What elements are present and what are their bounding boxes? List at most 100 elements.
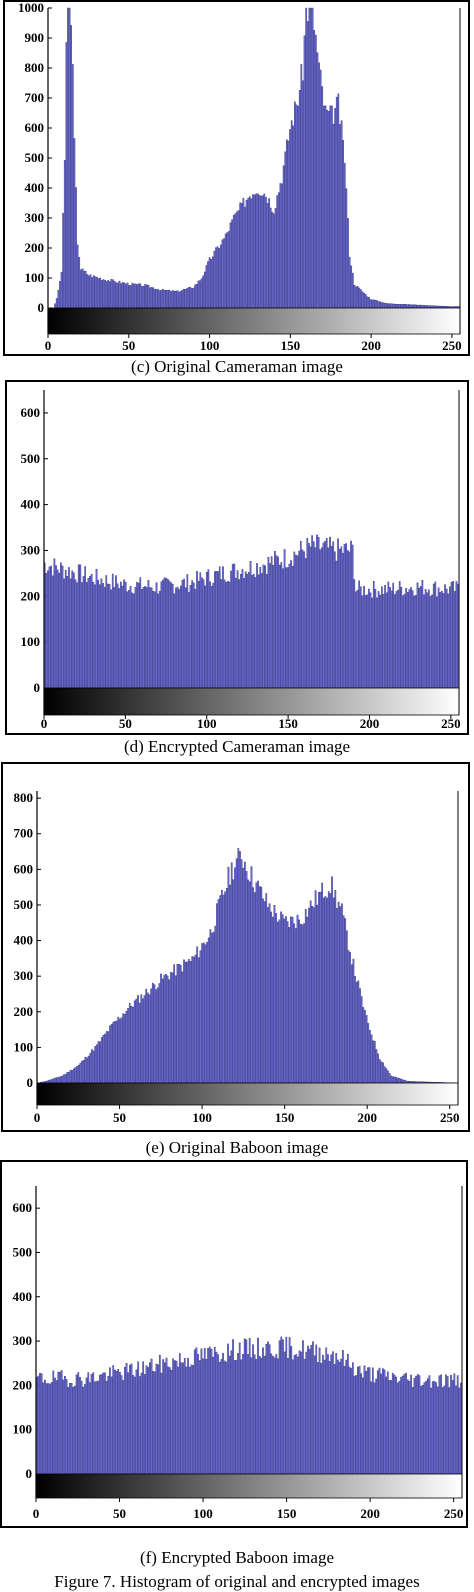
- histogram-bar: [209, 1347, 210, 1474]
- histogram-bar: [232, 1339, 233, 1474]
- histogram-bar: [154, 289, 155, 308]
- histogram-bar: [305, 558, 306, 688]
- histogram-bar: [383, 303, 384, 308]
- histogram-bar: [190, 961, 191, 1083]
- histogram-bar: [367, 595, 368, 688]
- histogram-bar: [192, 1365, 193, 1474]
- histogram-bar: [394, 304, 395, 308]
- histogram-bar: [172, 584, 173, 688]
- histogram-bar: [98, 1041, 99, 1083]
- histogram-bar: [198, 281, 199, 308]
- histogram-bar: [82, 269, 83, 308]
- histogram-bar: [114, 1370, 115, 1474]
- histogram-bar: [199, 1360, 200, 1474]
- histogram-bar: [433, 584, 434, 688]
- histogram-bar: [94, 1382, 95, 1474]
- histogram-bar: [236, 859, 237, 1083]
- histogram-bar: [364, 1010, 365, 1083]
- histogram-bar: [90, 275, 91, 308]
- histogram-bar: [256, 563, 257, 688]
- histogram-bar: [267, 203, 268, 308]
- histogram-bar: [219, 248, 220, 308]
- histogram-bar: [111, 1024, 112, 1083]
- histogram-bar: [224, 892, 225, 1083]
- y-tick-label: 0: [34, 680, 41, 695]
- histogram-bar: [241, 1360, 242, 1474]
- histogram-bar: [427, 1379, 428, 1474]
- histogram-bar: [269, 904, 270, 1083]
- histogram-bar: [387, 1372, 388, 1474]
- histogram-bar: [95, 277, 96, 308]
- histogram-bar: [207, 1348, 208, 1474]
- histogram-bar: [346, 931, 347, 1083]
- histogram-bar: [301, 1352, 302, 1474]
- histogram-bar: [262, 899, 263, 1083]
- histogram-bar: [238, 848, 239, 1083]
- histogram-bar: [336, 97, 337, 308]
- histogram-bar: [331, 106, 332, 308]
- histogram-bar: [126, 1363, 127, 1474]
- histogram-bar: [124, 1014, 125, 1083]
- histogram-bar: [65, 570, 66, 688]
- y-tick-label: 500: [13, 1244, 33, 1259]
- histogram-bar: [451, 582, 452, 688]
- histogram-bar: [104, 1034, 105, 1083]
- histogram-bar: [363, 1007, 364, 1083]
- histogram-bar: [425, 589, 426, 688]
- histogram-bar: [370, 593, 371, 688]
- histogram-bar: [229, 885, 230, 1083]
- histogram-bar: [106, 1381, 107, 1474]
- histogram-bar: [177, 1367, 178, 1474]
- histogram-bar: [197, 947, 198, 1083]
- histogram-bar: [444, 585, 445, 688]
- histogram-bar: [381, 1062, 382, 1083]
- histogram-bar: [312, 906, 313, 1083]
- histogram-bar: [230, 223, 231, 308]
- histogram-bar: [376, 300, 377, 308]
- histogram-bar: [341, 547, 342, 688]
- histogram-bar: [252, 887, 253, 1083]
- histogram-bar: [341, 904, 342, 1083]
- histogram-bar: [165, 974, 166, 1083]
- histogram-bar: [205, 945, 206, 1083]
- histogram-bar: [291, 1346, 292, 1474]
- histogram-bar: [64, 1376, 65, 1474]
- x-tick-label: 250: [442, 338, 462, 353]
- histogram-bar: [170, 291, 171, 308]
- histogram-bar: [335, 890, 336, 1083]
- histogram-bar: [316, 535, 317, 688]
- histogram-bar: [302, 81, 303, 308]
- histogram-bar: [135, 587, 136, 688]
- histogram-bar: [418, 305, 419, 308]
- histogram-bar: [301, 64, 302, 308]
- histogram-bar: [214, 571, 215, 688]
- histogram-bar: [259, 886, 260, 1083]
- histogram-bar: [289, 129, 290, 308]
- histogram-bar: [236, 212, 237, 308]
- histogram-bar: [255, 577, 256, 688]
- histogram-bar: [133, 284, 134, 308]
- histogram-bar: [320, 70, 321, 308]
- histogram-bar: [358, 581, 359, 688]
- histogram-bar: [120, 284, 121, 309]
- histogram-bar: [397, 1078, 398, 1083]
- histogram-bar: [379, 1059, 380, 1083]
- histogram-bar: [109, 1026, 110, 1083]
- histogram-bar: [38, 1376, 39, 1474]
- histogram-bar: [437, 1387, 438, 1474]
- histogram-bar: [109, 584, 110, 688]
- histogram-bar: [325, 896, 326, 1083]
- histogram-bar: [124, 1367, 125, 1474]
- histogram-bar: [231, 220, 232, 308]
- histogram-bar: [182, 1363, 183, 1474]
- histogram-bar: [407, 305, 408, 308]
- histogram-bar: [80, 270, 81, 308]
- histogram-bar: [185, 289, 186, 308]
- histogram-bar: [187, 1358, 188, 1474]
- histogram-bar: [306, 1352, 307, 1474]
- histogram-bar: [347, 218, 348, 308]
- histogram-bar: [110, 590, 111, 688]
- histogram-bar: [113, 1365, 114, 1474]
- histogram-bar: [169, 581, 170, 688]
